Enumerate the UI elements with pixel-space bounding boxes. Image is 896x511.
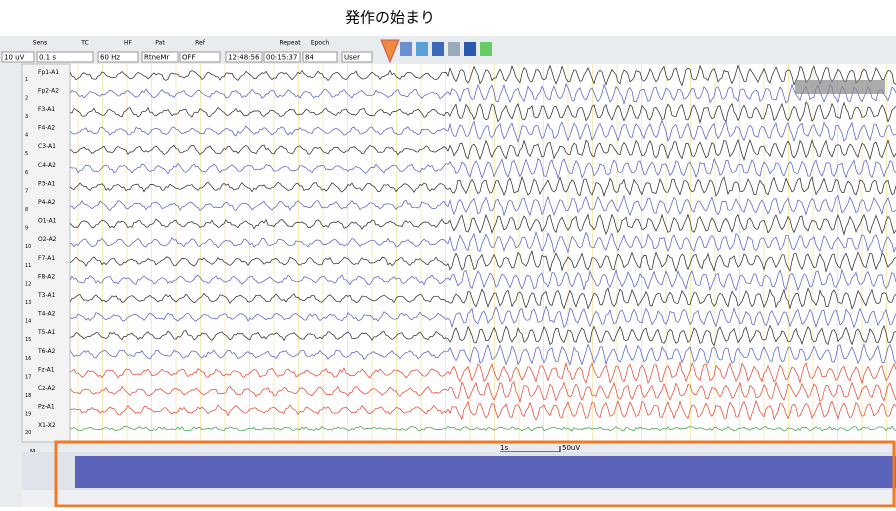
toolbar-label: Repeat xyxy=(279,40,301,47)
channel-number: 4 xyxy=(25,133,28,139)
channel-label: Fp2-A2 xyxy=(38,87,59,94)
field-text: 10 uV xyxy=(4,54,25,62)
icon[interactable] xyxy=(480,42,492,56)
toolbar-label: Epoch xyxy=(311,40,330,47)
channel-label: X1-X2 xyxy=(38,422,56,429)
channel-label: C3-A1 xyxy=(38,143,56,150)
channel-number: 7 xyxy=(25,188,28,194)
channel-label: O1-A1 xyxy=(38,218,57,225)
field-text: RtneMr xyxy=(144,54,169,62)
channel-number: 19 xyxy=(25,412,31,418)
field-text: 12:48:56 xyxy=(228,54,260,62)
field-text: 00:15:37 xyxy=(266,54,297,62)
field-text: OFF xyxy=(182,54,196,62)
channel-number: 14 xyxy=(25,319,31,325)
channel-label: F3-A1 xyxy=(38,106,55,113)
channel-number: 10 xyxy=(25,244,31,250)
icon[interactable] xyxy=(432,42,444,56)
channel-number: 1 xyxy=(25,77,28,83)
channel-label: Pz-A1 xyxy=(38,404,55,411)
icon[interactable] xyxy=(416,42,428,56)
toolbar-label: TC xyxy=(80,40,89,47)
icon[interactable] xyxy=(400,42,412,56)
channel-number: 20 xyxy=(25,430,31,436)
channel-label: T6-A2 xyxy=(37,348,56,355)
toolbar-label: Pat xyxy=(155,40,165,47)
annotation: 発作の始まり xyxy=(345,9,435,27)
channel-number: 5 xyxy=(25,151,28,157)
info-box xyxy=(795,80,885,94)
channel-number: 6 xyxy=(25,170,28,176)
field-text: User xyxy=(344,54,360,62)
channel-label: F8-A2 xyxy=(38,273,55,280)
channel-label: Cz-A2 xyxy=(38,385,55,392)
spectrogram xyxy=(75,456,896,488)
field-text: 84 xyxy=(305,54,314,62)
channel-label: F4-A2 xyxy=(38,125,55,132)
scale-time: 1s xyxy=(500,444,508,452)
trace-area xyxy=(70,64,896,442)
channel-label: P3-A1 xyxy=(38,180,56,187)
channel-label: T5-A1 xyxy=(37,329,56,336)
channel-number: 16 xyxy=(25,356,31,362)
channel-number: 17 xyxy=(25,374,31,380)
toolbar-label: Ref xyxy=(195,40,206,47)
channel-number: 13 xyxy=(25,300,31,306)
eeg-window: 発作の始まり Sens TC HF Pat Ref Repeat Epoch 10 uV 0.1… xyxy=(0,0,896,507)
channel-label: Fp1-A1 xyxy=(38,69,59,76)
timeline xyxy=(22,490,896,507)
toolbar-label: Sens xyxy=(33,40,47,47)
channel-label: C4-A2 xyxy=(38,162,56,169)
field-text: 0.1 s xyxy=(39,54,56,62)
channel-number: 3 xyxy=(25,114,28,120)
channel-label: P4-A2 xyxy=(38,199,56,206)
channel-number: 12 xyxy=(25,281,31,287)
channel-label: T3-A1 xyxy=(37,292,56,299)
channel-label: T4-A2 xyxy=(37,311,56,318)
channel-number: 8 xyxy=(25,207,28,213)
channel-number: 9 xyxy=(25,226,28,232)
icon[interactable] xyxy=(448,42,460,56)
channel-label: F7-A1 xyxy=(38,255,55,262)
channel-number: 2 xyxy=(25,95,28,101)
channel-number: 15 xyxy=(25,337,31,343)
channel-label: O2-A2 xyxy=(38,236,57,243)
field-text: 60 Hz xyxy=(100,54,120,62)
toolbar-label: HF xyxy=(124,40,133,47)
channel-number: 18 xyxy=(25,393,31,399)
channel-label: Fz-A1 xyxy=(38,366,55,373)
icon[interactable] xyxy=(464,42,476,56)
channel-number: 11 xyxy=(25,263,31,269)
scale-amplitude: 50uV xyxy=(562,444,580,452)
